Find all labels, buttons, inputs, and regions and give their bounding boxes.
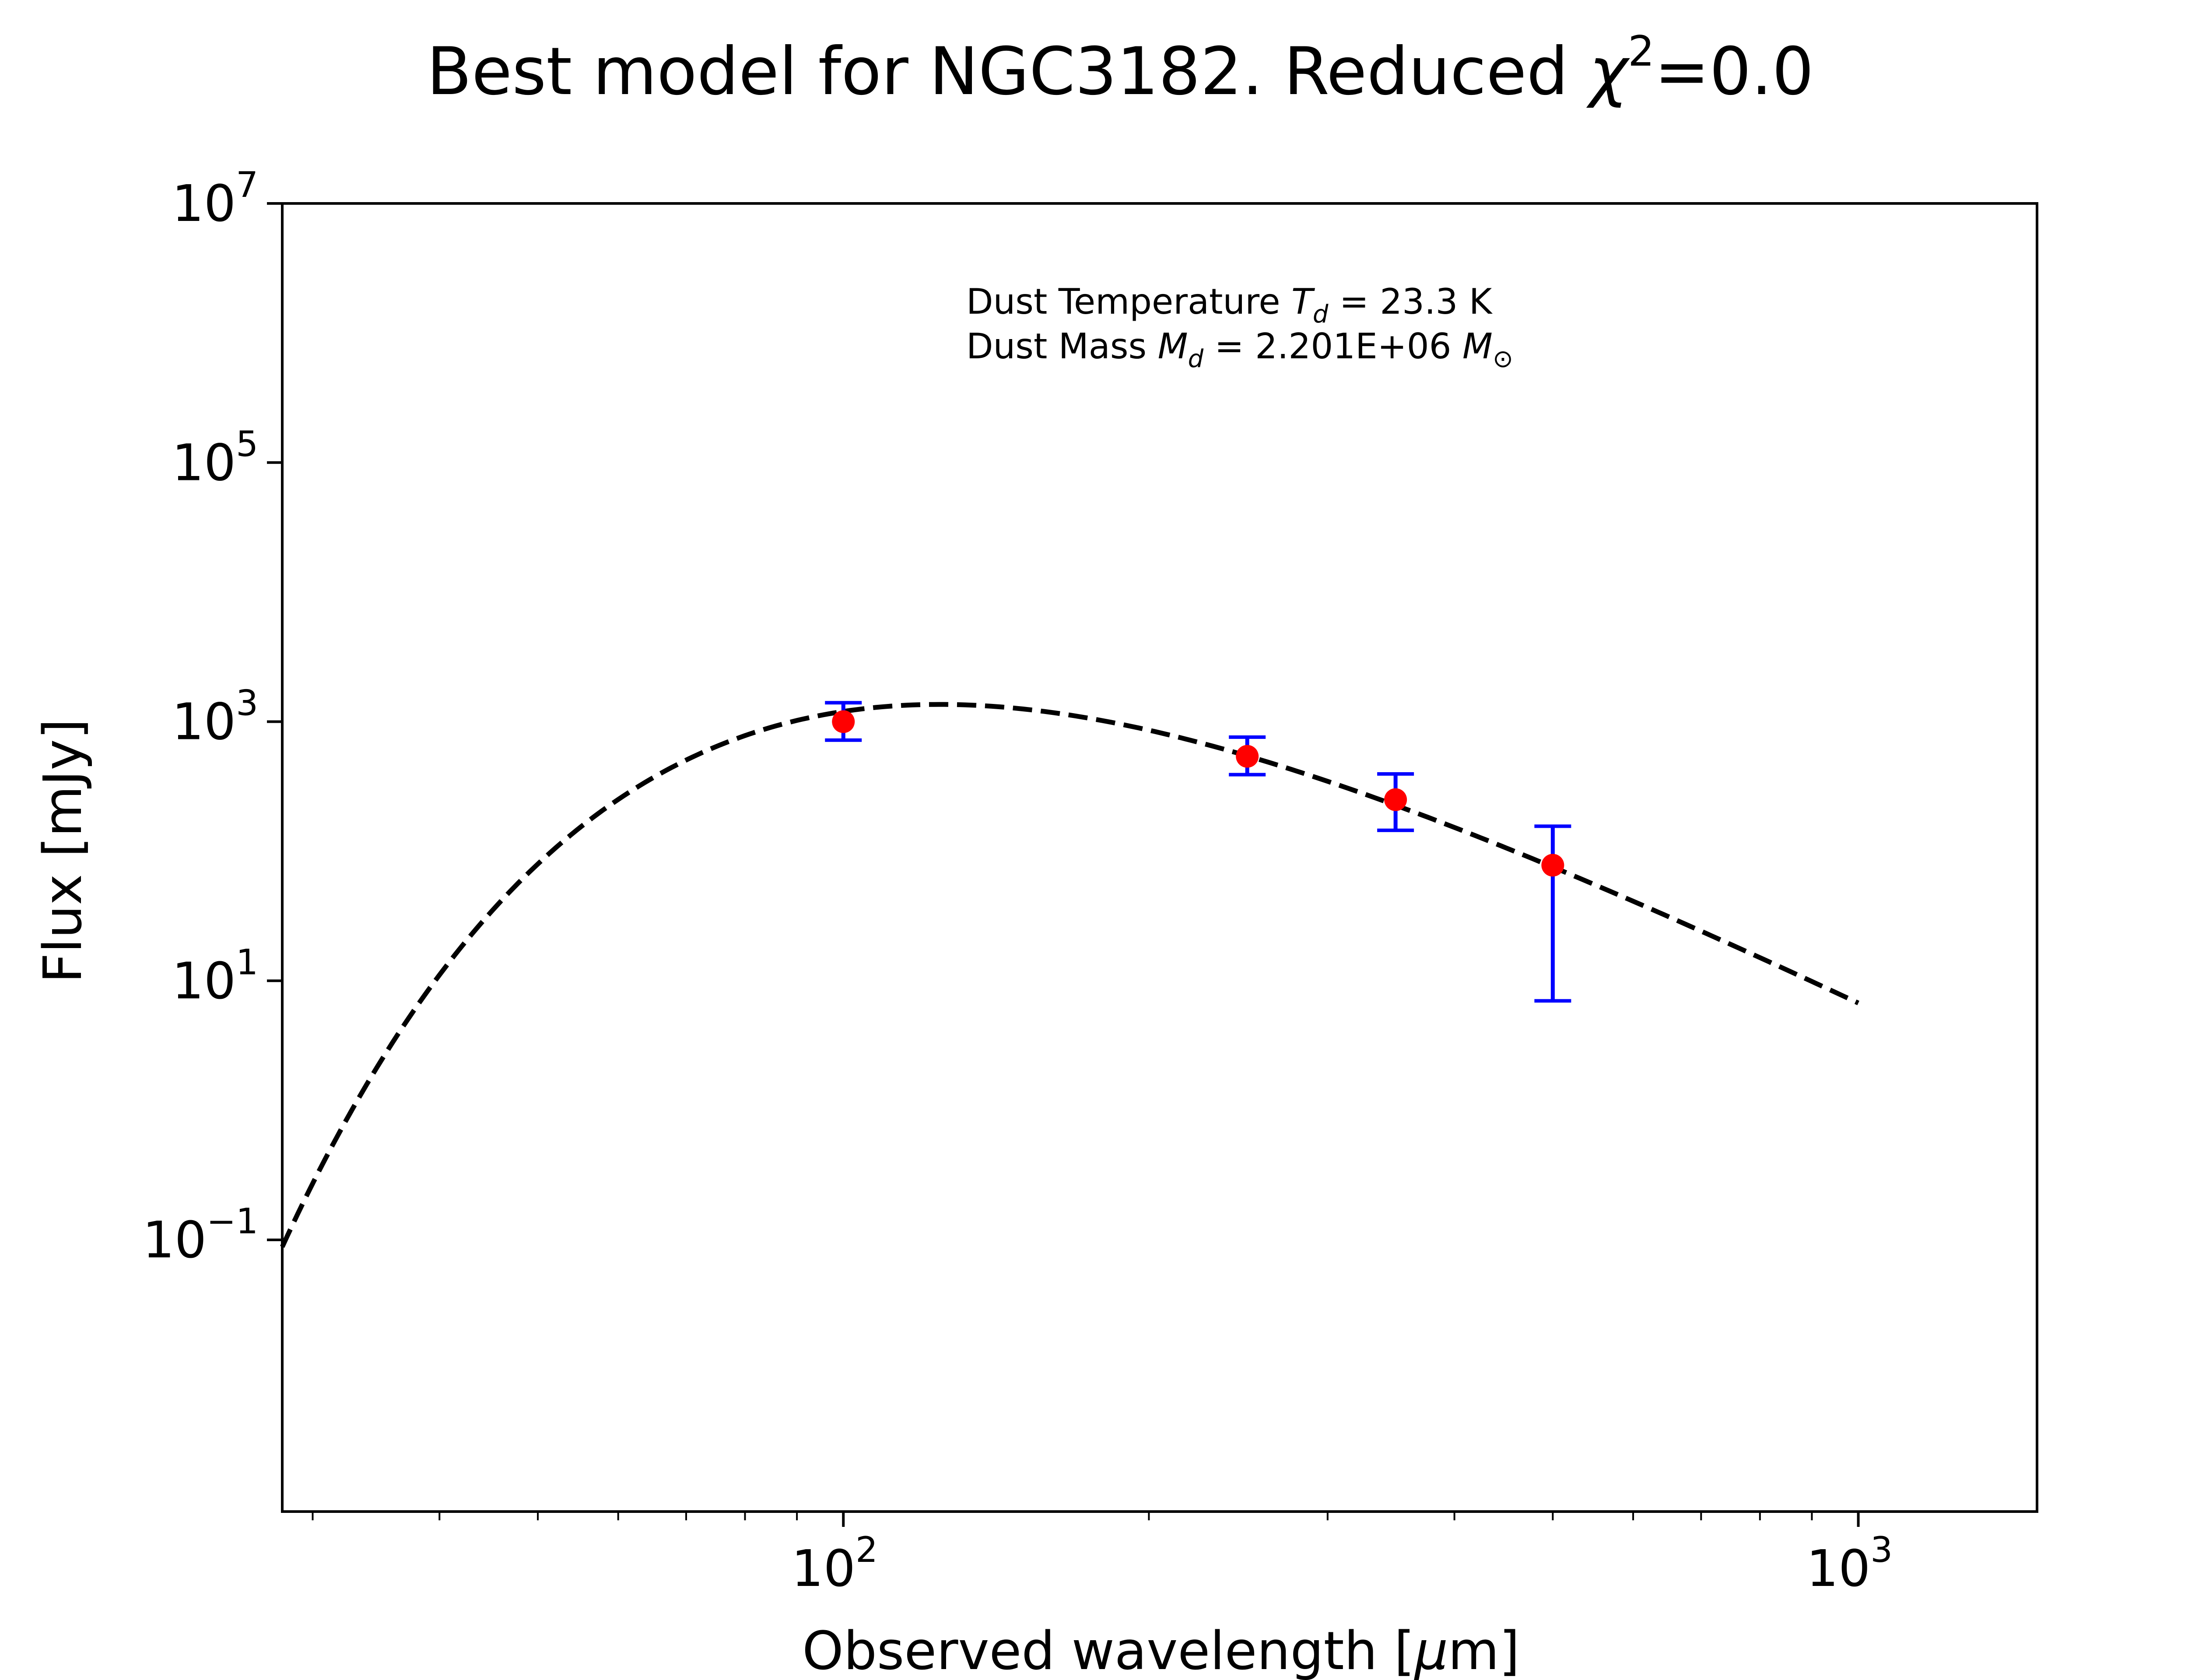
y-tick-label: 10−1 xyxy=(143,1201,258,1270)
y-axis-label: Flux [mJy] xyxy=(33,719,94,984)
model-curve-layer xyxy=(280,702,1859,1248)
y-tick-label: 103 xyxy=(172,683,258,752)
x-tick-label: 103 xyxy=(1806,1530,1893,1598)
data-point xyxy=(1236,745,1259,768)
y-tick-label: 107 xyxy=(172,164,258,233)
data-point xyxy=(1384,788,1407,811)
ticks-layer: 107 105 103 101 10−1 102 103 xyxy=(143,164,1893,1598)
data-point-group xyxy=(825,701,862,742)
plot-frame xyxy=(281,202,2038,1513)
y-tick-label: 105 xyxy=(172,424,258,492)
data-point-group xyxy=(1534,824,1571,1003)
data-point xyxy=(1541,854,1564,877)
observations-layer xyxy=(825,701,1571,1003)
dust-temperature-annotation: Dust Temperature Td = 23.3 K xyxy=(966,281,1493,329)
data-point-group xyxy=(1377,772,1414,832)
y-tick-label: 101 xyxy=(172,942,258,1011)
dust-mass-annotation: Dust Mass Md = 2.201E+06 M⊙ xyxy=(966,326,1513,373)
x-tick-label: 102 xyxy=(792,1530,878,1598)
data-point xyxy=(832,710,855,733)
chart-title: Best model for NGC3182. Reduced χ2=0.0 xyxy=(427,28,1814,110)
data-point-group xyxy=(1229,735,1266,777)
model-curve xyxy=(280,702,1859,1248)
x-axis-label: Observed wavelength [μm] xyxy=(802,1621,1520,1680)
